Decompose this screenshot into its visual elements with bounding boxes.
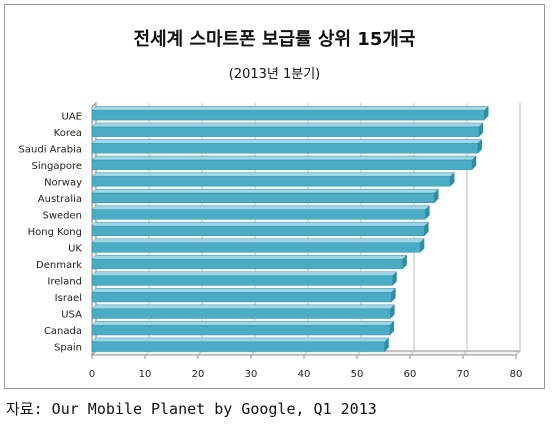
x-tick-label: 50 [351,369,364,380]
bar-top [91,304,395,310]
x-tick-label: 70 [457,369,470,380]
chart-title: 전세계 스마트폰 보급률 상위 15개국 [133,29,416,50]
bar-top [91,238,425,243]
chart-subtitle: (2013년 1분기) [228,67,321,82]
x-tick-label: 80 [510,369,523,380]
bar [91,292,392,303]
bar-top [91,155,477,161]
bar [91,308,391,319]
category-label: Canada [44,326,82,337]
x-tick-label: 60 [404,369,417,380]
bar-top [91,188,439,194]
x-tick-label: 0 [89,369,95,380]
x-tick-label: 10 [139,369,152,380]
category-label: Norway [44,177,82,188]
bar [91,110,485,121]
chart-frame: 전세계 스마트폰 보급률 상위 15개국 (2013년 1분기) 0 10 20 30… [4,4,545,389]
bar [91,192,435,203]
bar-top [91,221,429,227]
category-label: UAE [62,111,82,122]
category-label: Spain [54,343,82,354]
bar [91,275,393,286]
bar-chart-plot: 0 10 20 30 40 50 60 70 80 UAE Korea Saudi Arabia Sin… [19,101,523,380]
bar-top [91,205,430,210]
bar [91,225,425,237]
category-label: UK [68,244,82,255]
x-tick-label: 30 [245,369,258,380]
bar-top [91,321,395,326]
bar-top [91,271,398,277]
x-tick-label: 20 [192,369,205,380]
gridline-floor [409,350,415,356]
category-label: Australia [38,194,82,205]
bar-top [91,122,484,128]
category-label: Israel [55,293,82,304]
bar [91,126,480,137]
category-label: Denmark [36,260,82,271]
bar [91,325,391,336]
category-label: USA [61,310,82,321]
bar-top [91,172,455,177]
source-note: 자료: Our Mobile Planet by Google, Q1 2013 [6,400,377,418]
category-label: Saudi Arabia [19,144,82,155]
bar [91,242,421,253]
bar-top [91,106,489,111]
gridline-floor [515,350,521,356]
category-label: Korea [54,128,82,139]
bar [91,143,479,154]
category-label: Hong Kong [28,227,82,238]
bar-top [91,139,483,144]
x-tick-label: 40 [298,369,311,380]
bar [91,259,403,270]
bar-top [91,255,408,260]
bar [91,176,451,187]
gridline-floor [462,350,468,356]
bar [91,209,426,220]
bar [91,159,473,170]
category-label: Singapore [32,161,82,172]
bar-top [91,337,390,343]
bar [91,341,385,352]
bar-top [91,288,397,293]
category-label: Sweden [42,210,82,221]
category-label: Ireland [47,277,82,288]
